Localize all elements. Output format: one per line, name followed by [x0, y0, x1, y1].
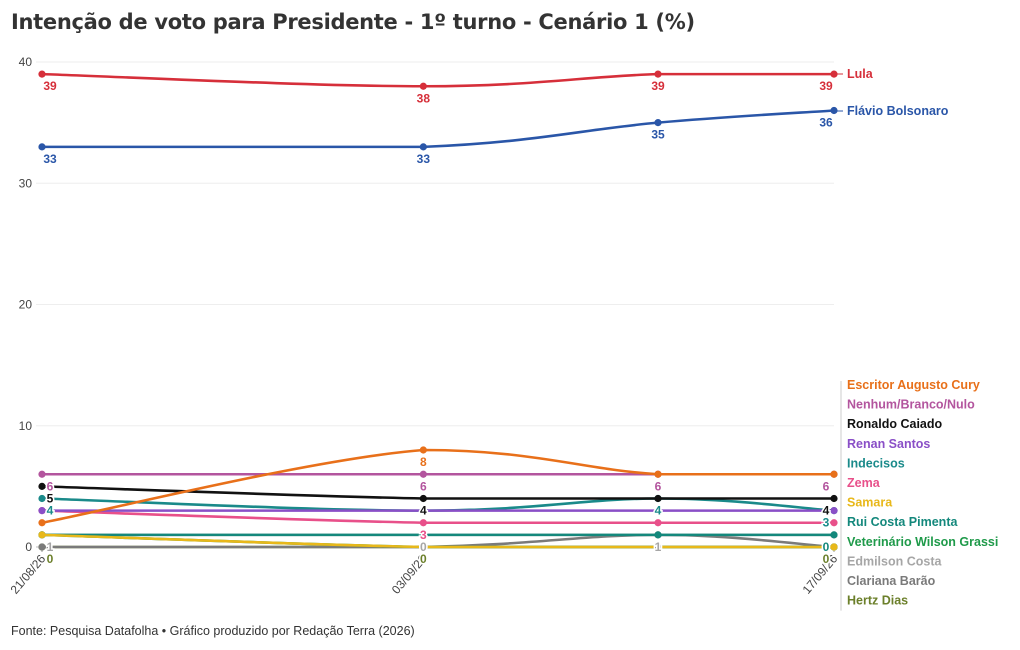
- series-line-flavio-bolsonaro: [40, 109, 836, 149]
- data-point-lula: [654, 70, 662, 78]
- data-point-clariana-barao: [38, 543, 46, 551]
- series-name-escritor-augusto-cury: Escritor Augusto Cury: [847, 378, 980, 392]
- data-point-ronaldo-caiado: [38, 482, 46, 490]
- series-name-lula: Lula: [847, 67, 874, 81]
- data-label-nenhum-branco-nulo: 6: [420, 479, 427, 493]
- data-label-nenhum-branco-nulo: 6: [47, 479, 54, 493]
- end-labels: Lula Flávio Bolsonaro Escritor Augusto Cur…: [837, 67, 998, 611]
- series-name-veterinario-wilson-grassi: Veterinário Wilson Grassi: [847, 535, 998, 549]
- data-label-lula: 38: [417, 91, 431, 105]
- data-label-edmilson-costa: 0: [420, 540, 427, 554]
- data-point-ronaldo-caiado: [830, 494, 838, 503]
- data-label-indecisos: 4: [47, 504, 54, 518]
- x-tick-label: 21/08/26: [8, 552, 49, 597]
- data-point-renan-santos: [38, 507, 46, 515]
- data-point-renan-santos: [419, 507, 427, 515]
- series-name-indecisos: Indecisos: [847, 456, 905, 470]
- data-point-samara: [654, 543, 662, 551]
- data-point-zema: [654, 519, 662, 527]
- series-lines: [38, 70, 838, 551]
- data-label-rui-costa-pimenta: 0: [823, 540, 830, 554]
- series-line-clariana-barao: [40, 533, 836, 549]
- data-label-hertz-dias: 0: [420, 552, 427, 566]
- data-point-rui-costa-pimenta: [419, 531, 427, 539]
- chart-source: Fonte: Pesquisa Datafolha • Gráfico prod…: [11, 624, 415, 638]
- data-point-renan-santos: [654, 507, 662, 515]
- data-label-indecisos: 4: [655, 504, 662, 518]
- y-tick-label: 40: [19, 55, 33, 69]
- data-point-lula: [38, 70, 46, 78]
- data-point-samara: [419, 543, 427, 551]
- data-point-rui-costa-pimenta: [830, 531, 838, 539]
- series-name-clariana-barao: Clariana Barão: [847, 574, 936, 588]
- data-point-rui-costa-pimenta: [654, 531, 662, 539]
- y-tick-label: 0: [25, 540, 32, 554]
- data-point-indecisos: [38, 494, 46, 503]
- data-label-edmilson-costa: 1: [655, 540, 662, 554]
- series-line-indecisos: [40, 497, 836, 512]
- data-point-flavio-bolsonaro: [830, 106, 838, 115]
- data-point-escritor-augusto-cury: [38, 519, 46, 527]
- series-name-hertz-dias: Hertz Dias: [847, 594, 908, 608]
- data-point-ronaldo-caiado: [654, 494, 662, 503]
- series-name-flavio-bolsonaro: Flávio Bolsonaro: [847, 104, 949, 118]
- data-label-nenhum-branco-nulo: 6: [823, 479, 830, 493]
- data-label-clariana-barao: 0: [655, 540, 662, 554]
- data-label-flavio-bolsonaro: 36: [819, 116, 833, 130]
- data-point-samara: [38, 531, 46, 539]
- data-label-hertz-dias: 0: [823, 552, 830, 566]
- series-line-samara: [40, 533, 836, 549]
- data-label-hertz-dias: 0: [47, 552, 54, 566]
- y-tick-label: 20: [19, 298, 33, 312]
- data-point-zema: [830, 519, 838, 527]
- data-point-escritor-augusto-cury: [830, 470, 838, 478]
- series-name-ronaldo-caiado: Ronaldo Caiado: [847, 417, 943, 431]
- series-line-zema: [40, 509, 836, 525]
- series-name-edmilson-costa: Edmilson Costa: [847, 554, 943, 568]
- data-point-lula: [830, 70, 838, 78]
- data-point-escritor-augusto-cury: [654, 470, 662, 478]
- data-label-escritor-augusto-cury: 8: [420, 455, 427, 469]
- data-label-nenhum-branco-nulo: 6: [655, 479, 662, 493]
- data-label-zema: 3: [420, 528, 427, 542]
- data-label-lula: 39: [651, 79, 665, 93]
- data-label-ronaldo-caiado: 4: [420, 504, 427, 518]
- series-name-rui-costa-pimenta: Rui Costa Pimenta: [847, 515, 958, 529]
- data-label-lula: 39: [819, 79, 833, 93]
- data-point-escritor-augusto-cury: [419, 446, 427, 454]
- series-name-nenhum-branco-nulo: Nenhum/Branco/Nulo: [847, 398, 975, 412]
- series-name-zema: Zema: [847, 476, 881, 490]
- data-label-lula: 39: [43, 79, 57, 93]
- data-label-flavio-bolsonaro: 35: [651, 128, 665, 142]
- series-line-lula: [40, 72, 836, 88]
- series-line-escritor-augusto-cury: [40, 448, 836, 525]
- data-label-ronaldo-caiado: 5: [47, 491, 54, 505]
- data-point-zema: [419, 519, 427, 527]
- data-point-nenhum-branco-nulo: [419, 470, 427, 478]
- data-label-flavio-bolsonaro: 33: [43, 152, 57, 166]
- y-tick-label: 10: [19, 419, 33, 433]
- x-tick-label: 17/09/26: [800, 552, 841, 597]
- series-name-renan-santos: Renan Santos: [847, 437, 930, 451]
- data-point-ronaldo-caiado: [419, 494, 427, 503]
- data-point-flavio-bolsonaro: [654, 119, 662, 127]
- data-label-ronaldo-caiado: 4: [823, 504, 830, 518]
- data-label-edmilson-costa: 1: [47, 540, 54, 554]
- data-point-flavio-bolsonaro: [38, 143, 46, 151]
- data-label-indecisos: 3: [823, 516, 830, 530]
- chart-title: Intenção de voto para Presidente - 1º tu…: [11, 10, 695, 34]
- data-point-renan-santos: [830, 507, 838, 515]
- y-tick-label: 30: [19, 176, 33, 190]
- data-point-samara: [830, 543, 838, 551]
- data-point-flavio-bolsonaro: [419, 143, 427, 151]
- data-label-flavio-bolsonaro: 33: [417, 152, 431, 166]
- series-name-samara: Samara: [847, 496, 893, 510]
- data-point-lula: [419, 82, 427, 90]
- data-point-nenhum-branco-nulo: [38, 470, 46, 478]
